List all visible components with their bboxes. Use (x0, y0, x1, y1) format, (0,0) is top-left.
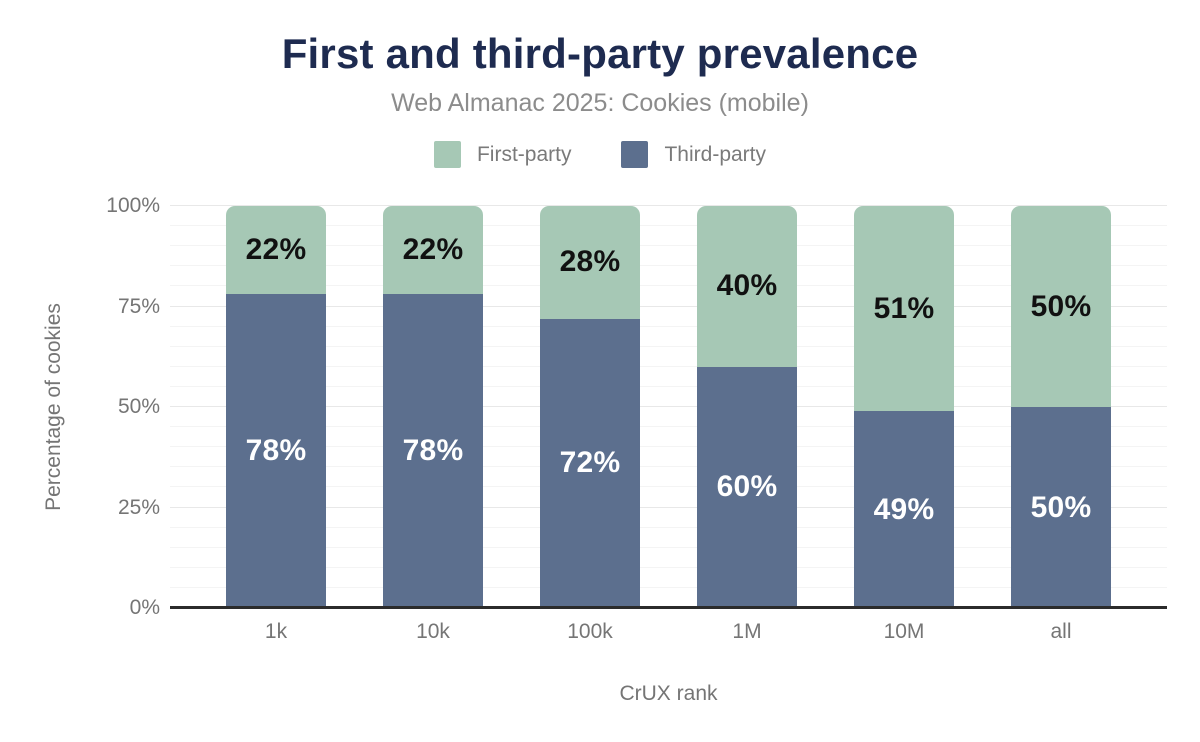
legend-label: Third-party (664, 142, 767, 166)
bar-1M: 40% 60% (697, 206, 797, 608)
bar-segment-first-party-10M[interactable]: 51% (854, 206, 954, 412)
x-tick-label-10M: 10M (883, 620, 925, 643)
gridline-45 (170, 426, 1167, 428)
data-label: 40% (716, 269, 778, 303)
data-label: 51% (873, 291, 935, 325)
bar-segment-first-party-all[interactable]: 50% (1011, 206, 1111, 407)
data-label: 78% (245, 434, 307, 468)
bar-segment-first-party-10k[interactable]: 22% (383, 206, 483, 295)
x-tick-labels: 1k 10k 100k 1M 10M all (170, 620, 1167, 644)
gridline-90 (170, 245, 1167, 247)
gridline-100 (170, 205, 1167, 206)
gridline-80 (170, 285, 1167, 287)
legend-item-first-party[interactable]: First-party (433, 141, 572, 168)
x-tick-label-100k: 100k (567, 620, 613, 643)
y-tick-label-25: 25% (117, 495, 160, 519)
gridline-65 (170, 345, 1167, 347)
data-label: 60% (716, 470, 778, 504)
gridline-20 (170, 526, 1167, 528)
data-label: 22% (245, 233, 307, 267)
y-tick-labels: 0% 25% 50% 75% 100% (0, 194, 160, 619)
gridline-70 (170, 325, 1167, 327)
legend: First-party Third-party (0, 141, 1200, 168)
x-tick-label-10k: 10k (416, 620, 450, 643)
x-tick-label-1M: 1M (732, 620, 762, 643)
x-axis-title: CrUX rank (619, 682, 718, 705)
gridline-40 (170, 446, 1167, 448)
gridline-60 (170, 365, 1167, 367)
gridline-85 (170, 265, 1167, 267)
chart-subtitle: Web Almanac 2025: Cookies (mobile) (391, 89, 809, 117)
bar-segment-first-party-1M[interactable]: 40% (697, 206, 797, 367)
gridline-25 (170, 506, 1167, 508)
x-tick-label-1k: 1k (264, 620, 288, 643)
data-label: 28% (559, 245, 621, 279)
legend-label: First-party (476, 142, 572, 166)
bar-segment-first-party-1k[interactable]: 22% (226, 206, 326, 295)
gridline-95 (170, 225, 1167, 227)
legend-swatch-icon (433, 141, 461, 168)
x-tick-label-all: all (1050, 620, 1072, 643)
y-tick-label-100: 100% (106, 194, 160, 217)
gridline-55 (170, 385, 1167, 387)
chart-title: First and third-party prevalence (281, 30, 919, 77)
bar-1k: 22% 78% (226, 206, 326, 608)
gridline-35 (170, 466, 1167, 468)
bar-segment-third-party-all[interactable]: 50% (1011, 407, 1111, 608)
bar-10M: 51% 49% (854, 206, 954, 608)
y-tick-label-0: 0% (129, 596, 160, 619)
bar-segment-third-party-1k[interactable]: 78% (226, 294, 326, 608)
gridline-10 (170, 566, 1167, 568)
y-tick-label-75: 75% (117, 294, 160, 318)
data-label: 22% (402, 233, 464, 267)
bar-segment-third-party-10M[interactable]: 49% (854, 411, 954, 608)
bar-10k: 22% 78% (383, 206, 483, 608)
gridline-75 (170, 305, 1167, 307)
bar-all: 50% 50% (1011, 206, 1111, 608)
data-label: 50% (1030, 289, 1092, 323)
y-tick-label-50: 50% (117, 395, 160, 418)
gridline-50 (170, 406, 1167, 407)
bar-segment-third-party-100k[interactable]: 72% (540, 318, 640, 608)
gridline-5 (170, 586, 1167, 588)
gridline-15 (170, 546, 1167, 548)
plot-area: 22% 78% 22% 78% 28% 72% 40% 60% 51% 49% 50% 50% (170, 205, 1167, 608)
gridline-30 (170, 486, 1167, 488)
bar-segment-third-party-1M[interactable]: 60% (697, 366, 797, 608)
data-label: 49% (873, 492, 935, 526)
data-label: 72% (559, 446, 621, 480)
bar-100k: 28% 72% (540, 206, 640, 608)
data-label: 50% (1030, 490, 1092, 524)
bar-segment-third-party-10k[interactable]: 78% (383, 294, 483, 608)
legend-swatch-icon (621, 141, 649, 168)
x-axis-line (170, 606, 1167, 609)
bars: 22% 78% 22% 78% 28% 72% 40% 60% 51% 49% 50% 50% (170, 206, 1167, 608)
legend-item-third-party[interactable]: Third-party (621, 141, 766, 168)
bar-segment-first-party-100k[interactable]: 28% (540, 206, 640, 319)
data-label: 78% (402, 434, 464, 468)
